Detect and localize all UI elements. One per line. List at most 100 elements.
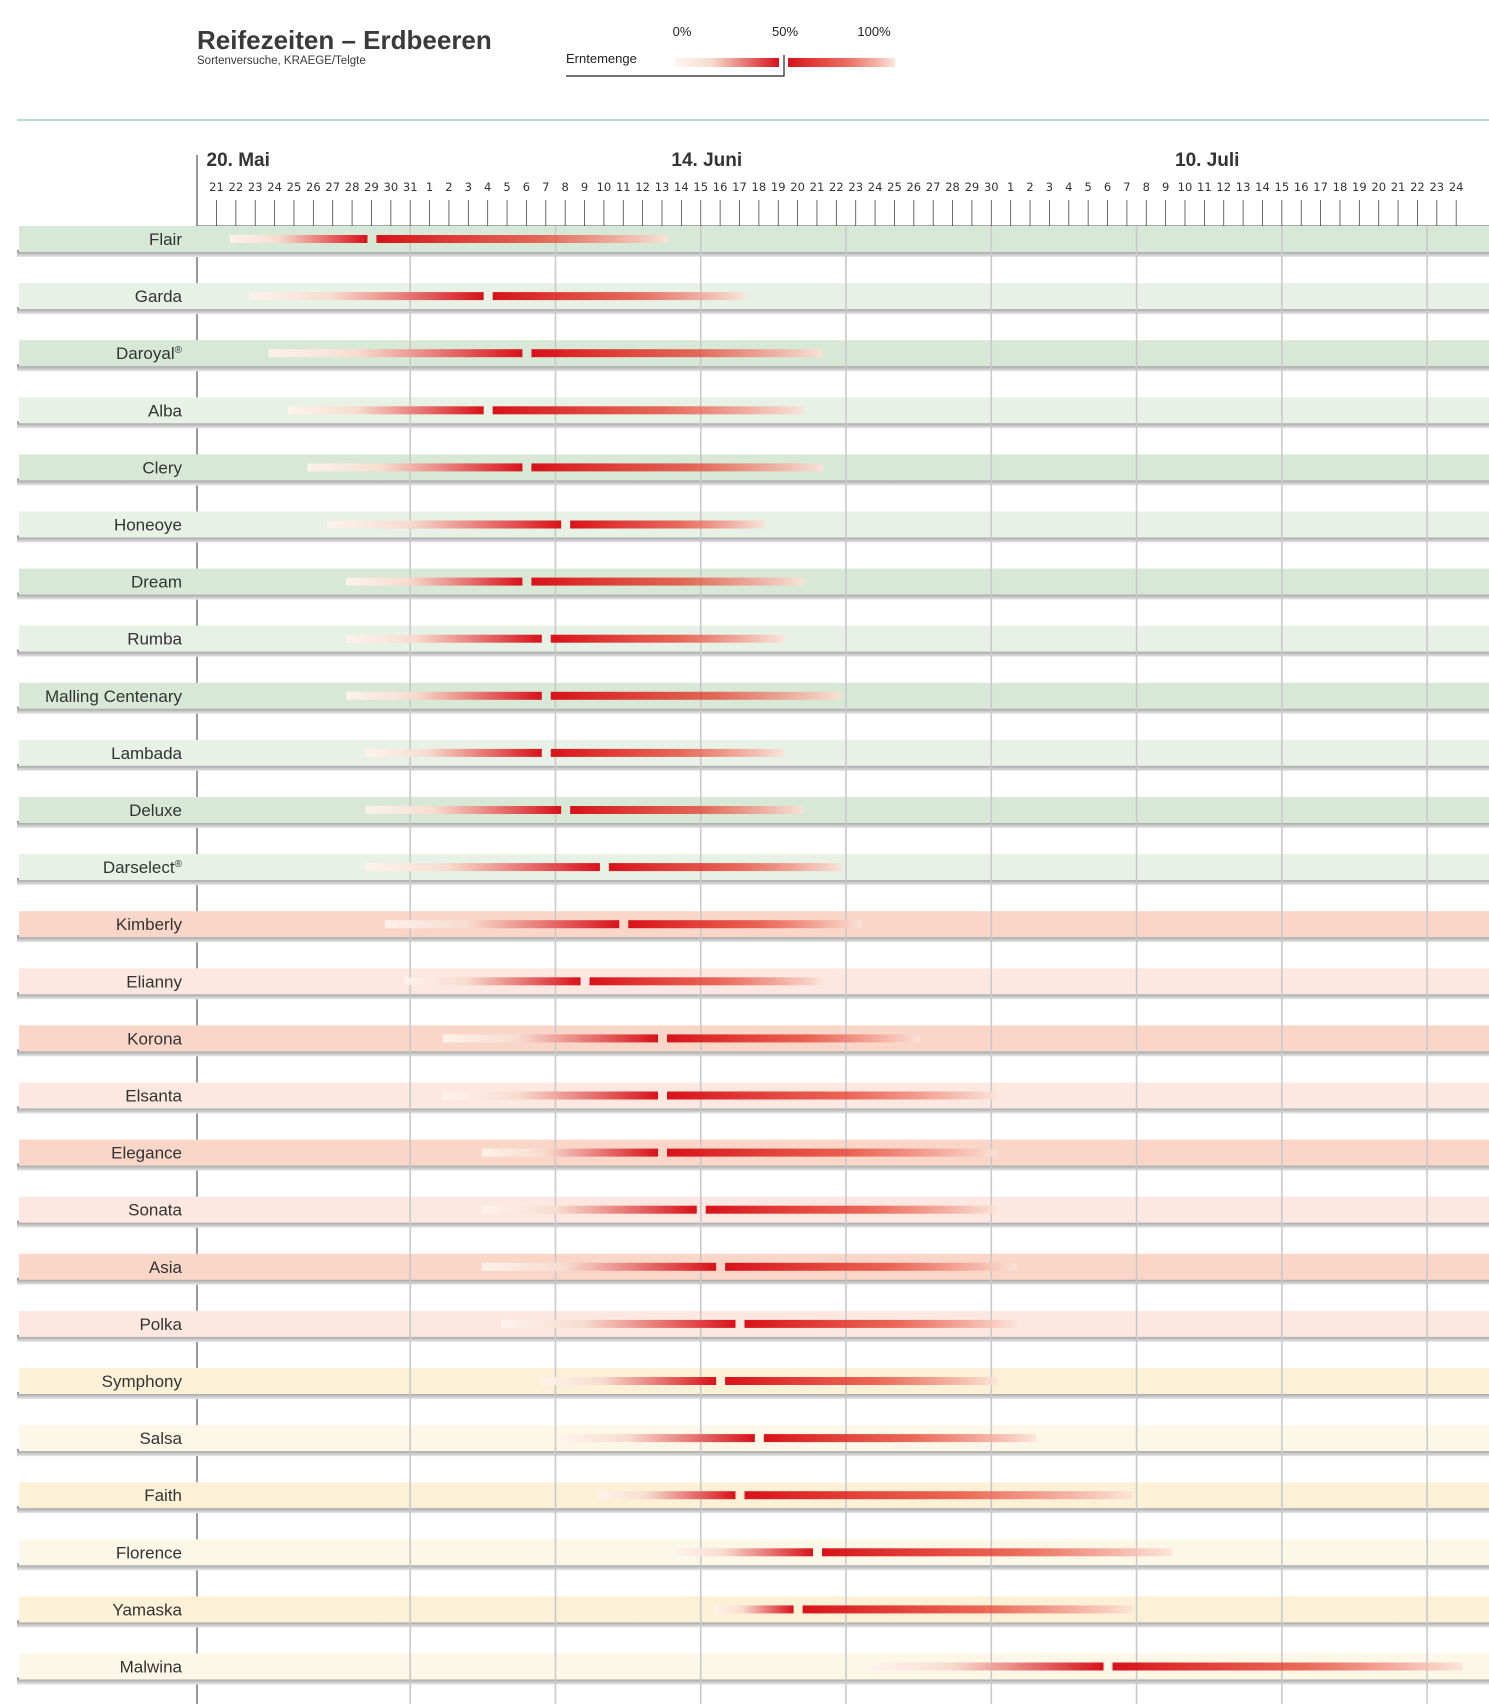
day-tick-label: 2 (445, 180, 452, 194)
bar-rising (869, 1662, 1104, 1671)
bar-rising (539, 1377, 717, 1385)
bar-rising (404, 977, 581, 986)
day-tick-label: 22 (229, 180, 244, 194)
bar-falling (531, 463, 823, 472)
month-label: 20. Mai (207, 150, 270, 171)
day-tick-label: 26 (906, 180, 921, 194)
day-tick-label: 9 (1162, 180, 1169, 194)
bar-rising (481, 1262, 717, 1271)
day-tick-label: 11 (1197, 180, 1212, 194)
variety-label: Honeoye (114, 516, 182, 535)
bar-falling (667, 1148, 998, 1157)
bar-rising (714, 1605, 794, 1614)
row-shadow (17, 1506, 1489, 1514)
row-shadow (17, 1106, 1489, 1114)
bar-falling (550, 691, 843, 700)
day-tick-label: 25 (287, 180, 302, 194)
row-shadow (17, 649, 1489, 657)
day-tick-label: 3 (1046, 180, 1053, 194)
variety-label: Elianny (126, 972, 182, 991)
legend-label: Erntemenge (566, 51, 637, 66)
day-tick-label: 27 (926, 180, 941, 194)
row-shadow (17, 592, 1489, 600)
day-tick-label: 17 (732, 180, 747, 194)
variety-label: Deluxe (129, 801, 182, 820)
row-shadow (17, 1677, 1489, 1685)
row-shadow (17, 935, 1489, 943)
variety-label: Yamaska (112, 1600, 182, 1619)
harvest-bars (229, 235, 1463, 1671)
day-tick-label: 3 (465, 180, 472, 194)
legend: Erntemenge 0% 50% 100% (566, 24, 895, 77)
bar-rising (442, 1091, 659, 1100)
day-tick-label: 30 (984, 180, 999, 194)
bar-rising (268, 349, 523, 358)
day-tick-label: 17 (1313, 180, 1328, 194)
day-tick-label: 23 (1429, 180, 1444, 194)
bar-rising (326, 520, 562, 529)
variety-label: Garda (135, 287, 183, 306)
bar-falling (589, 977, 823, 986)
legend-bar-rising (675, 58, 779, 67)
bar-falling (376, 235, 669, 243)
day-tick-label: 6 (1104, 180, 1111, 194)
bar-falling (492, 292, 746, 301)
bar-falling (744, 1491, 1133, 1500)
row-shadow (17, 706, 1489, 714)
variety-label: Faith (144, 1486, 182, 1505)
day-tick-label: 7 (1123, 180, 1130, 194)
row-shadow (17, 1563, 1489, 1571)
row-shadow (17, 1163, 1489, 1171)
bar-rising (287, 406, 484, 415)
day-tick-label: 27 (325, 180, 340, 194)
bar-rising (597, 1491, 736, 1500)
bar-falling (531, 577, 804, 586)
day-tick-label: 12 (1216, 180, 1231, 194)
variety-label: Asia (149, 1258, 183, 1277)
row-shadow (17, 1049, 1489, 1057)
day-tick-label: 16 (1294, 180, 1309, 194)
bar-rising (384, 920, 620, 929)
day-tick-label: 4 (1065, 180, 1072, 194)
day-tick-label: 18 (752, 180, 767, 194)
variety-label: Darselect® (103, 858, 183, 877)
chart-subtitle: Sortenversuche, KRAEGE/Telgte (197, 55, 366, 67)
day-tick-label: 20 (790, 180, 805, 194)
day-tick-label: 21 (209, 180, 224, 194)
variety-label: Clery (142, 458, 182, 477)
day-tick-label: 22 (829, 180, 844, 194)
day-tick-label: 2 (1026, 180, 1033, 194)
bar-rising (559, 1434, 755, 1443)
bar-rising (365, 748, 542, 757)
variety-label: Symphony (102, 1372, 183, 1391)
variety-label: Florence (116, 1543, 182, 1562)
day-tick-label: 10 (597, 180, 612, 194)
month-label: 10. Juli (1175, 150, 1239, 171)
day-tick-label: 24 (267, 180, 282, 194)
bar-falling (628, 920, 862, 929)
bar-rising (249, 292, 484, 301)
row-shadow (17, 421, 1489, 429)
bar-falling (1112, 1662, 1463, 1671)
bar-rising (481, 1148, 659, 1157)
bar-falling (802, 1605, 1133, 1614)
variety-label: Korona (127, 1029, 182, 1048)
row-shadow (17, 1334, 1489, 1342)
row-shadow (17, 1392, 1489, 1399)
variety-labels: Flair Garda Daroyal® Alba Clery Honeoye Dream R… (45, 230, 183, 1677)
day-tick-label: 23 (848, 180, 863, 194)
bar-rising (501, 1319, 736, 1328)
day-tick-label: 8 (561, 180, 568, 194)
bar-rising (675, 1548, 813, 1557)
bar-falling (705, 1205, 998, 1214)
day-tick-label: 9 (581, 180, 588, 194)
day-tick-label: 25 (887, 180, 902, 194)
bar-rising (365, 806, 562, 814)
day-tick-label: 4 (484, 180, 491, 194)
bar-falling (570, 520, 765, 529)
day-tick-label: 16 (713, 180, 728, 194)
day-tick-label: 14 (674, 180, 689, 194)
legend-tick-0: 0% (673, 24, 692, 39)
